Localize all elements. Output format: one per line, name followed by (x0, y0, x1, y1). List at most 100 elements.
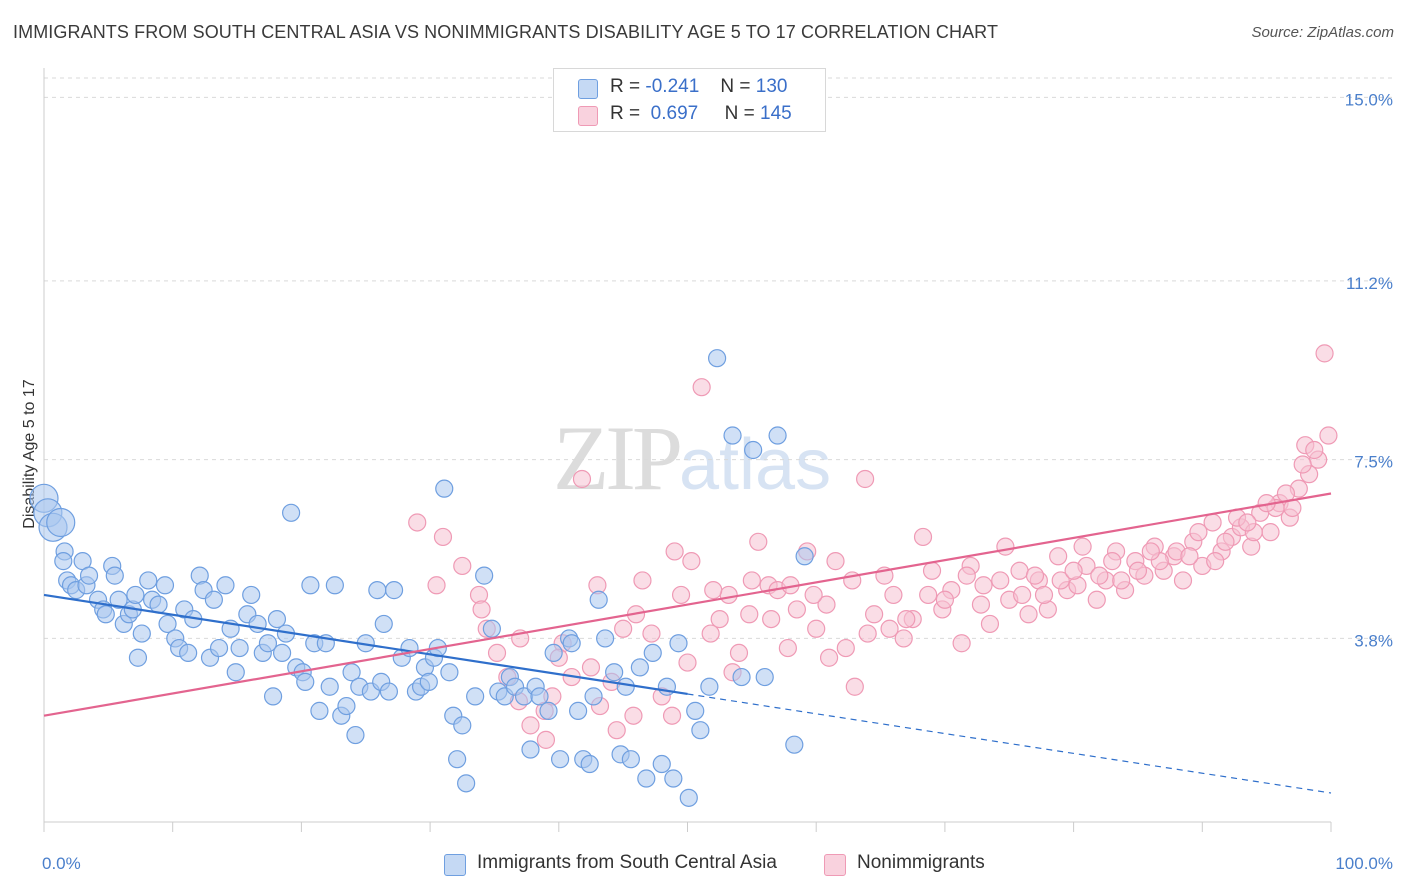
immigrant-point (440, 663, 459, 682)
nonimmigrant-point (719, 585, 738, 605)
nonimmigrant-point (919, 585, 938, 605)
immigrant-point (453, 716, 472, 735)
n-value-nonimmigrants: 145 (760, 103, 792, 124)
nonimmigrant-point (971, 595, 991, 614)
watermark-atlas: atlas (679, 425, 832, 505)
nonimmigrant-point (740, 605, 759, 624)
nonimmigrant-point (935, 590, 955, 609)
nonimmigrant-point (1073, 537, 1092, 556)
nonimmigrant-point (433, 527, 453, 547)
nonimmigrant-point (682, 552, 701, 571)
nonimmigrant-point (957, 566, 976, 585)
nonimmigrant-point (749, 532, 768, 551)
nonimmigrant-point (472, 600, 491, 619)
watermark-zip: ZIP (553, 407, 683, 509)
legend-swatch-blue (578, 79, 598, 99)
immigrant-point (126, 585, 145, 605)
nonimmigrant-point (922, 561, 942, 580)
y-tick-label: 7.5% (1354, 453, 1393, 472)
y-tick-label: 11.2% (1346, 274, 1393, 293)
bottom-legend-swatch-pink (824, 854, 846, 876)
nonimmigrant-point (1128, 561, 1148, 580)
nonimmigrant-point (1141, 542, 1160, 561)
nonimmigrant-point (1173, 571, 1193, 590)
nonimmigrant-point (742, 571, 761, 590)
immigrant-point (226, 663, 245, 682)
immigrant-point (530, 687, 549, 706)
immigrant-point (342, 663, 361, 682)
watermark: ZIPatlas (553, 405, 831, 511)
nonimmigrant-point (991, 571, 1010, 590)
immigrant-point (521, 740, 540, 759)
immigrant-point (310, 701, 329, 720)
immigrant-point (637, 769, 656, 788)
nonimmigrant-point (1103, 552, 1122, 571)
immigrant-point (584, 687, 603, 706)
immigrant-point (732, 667, 751, 687)
nonimmigrant-point (665, 542, 684, 561)
nonimmigrant-point (778, 638, 797, 658)
nonimmigrant-point (1087, 590, 1106, 609)
trend-line-immigrants (43, 593, 688, 696)
immigrant-point (630, 658, 649, 677)
immigrant-point (708, 349, 727, 368)
immigrant-point (700, 677, 719, 696)
immigrant-point (320, 677, 339, 696)
immigrant-point (482, 619, 501, 638)
chart-title: IMMIGRANTS FROM SOUTH CENTRAL ASIA VS NO… (13, 22, 999, 42)
immigrant-point (475, 566, 494, 585)
nonimmigrant-point (710, 609, 729, 629)
nonimmigrant-point (1010, 561, 1029, 580)
nonimmigrant-point (894, 629, 913, 648)
immigrant-point (652, 754, 671, 774)
nonimmigrant-point (671, 585, 691, 605)
nonimmigrant-point (807, 619, 826, 638)
nonimmigrant-point (826, 552, 845, 571)
immigrant-point (457, 774, 476, 793)
immigrant-point (79, 566, 99, 585)
nonimmigrant-point (692, 378, 711, 397)
immigrant-point (580, 754, 599, 774)
nonimmigrant-point (642, 624, 661, 643)
trend-line-immigrants-extension (687, 693, 1332, 794)
nonimmigrant-point (1064, 561, 1083, 580)
immigrant-point (128, 648, 148, 667)
immigrant-point (374, 614, 393, 634)
immigrant-point (621, 750, 640, 769)
immigrant-point (155, 576, 175, 595)
nonimmigrant-point (1090, 566, 1109, 585)
immigrant-point (301, 576, 320, 595)
immigrant-point (325, 576, 344, 595)
immigrant-point (785, 735, 804, 754)
immigrant-point (686, 701, 705, 720)
immigrant-point (435, 479, 454, 498)
nonimmigrant-point (1013, 585, 1032, 605)
immigrant-point (230, 638, 249, 658)
nonimmigrant-point (427, 576, 446, 595)
immigrant-point (448, 750, 467, 769)
nonimmigrant-point (845, 677, 864, 696)
nonimmigrant-point (607, 721, 626, 740)
immigrant-point (384, 581, 404, 600)
immigrant-point (296, 672, 315, 691)
nonimmigrant-point (453, 556, 472, 576)
axes (43, 68, 1332, 832)
nonimmigrant-point (913, 527, 933, 547)
nonimmigrant-point (880, 619, 899, 638)
nonimmigrant-point (974, 576, 993, 595)
nonimmigrant-point (996, 537, 1015, 556)
immigrant-point (96, 605, 115, 624)
immigrant-point (569, 701, 588, 720)
nonimmigrant-point (1238, 513, 1257, 532)
nonimmigrant-point (858, 624, 877, 643)
immigrant-point (664, 769, 683, 788)
immigrant-point (616, 677, 635, 696)
tick-labels: 3.8% 7.5% 11.2% 15.0% 0.0% 100.0% (42, 90, 1393, 873)
nonimmigrant-point (1216, 532, 1235, 551)
trend-line-nonimmigrants (43, 492, 1332, 717)
immigrant-point (589, 590, 608, 609)
immigrant-point (132, 624, 151, 643)
immigrant-point (679, 788, 698, 807)
nonimmigrants-points (408, 344, 1338, 749)
